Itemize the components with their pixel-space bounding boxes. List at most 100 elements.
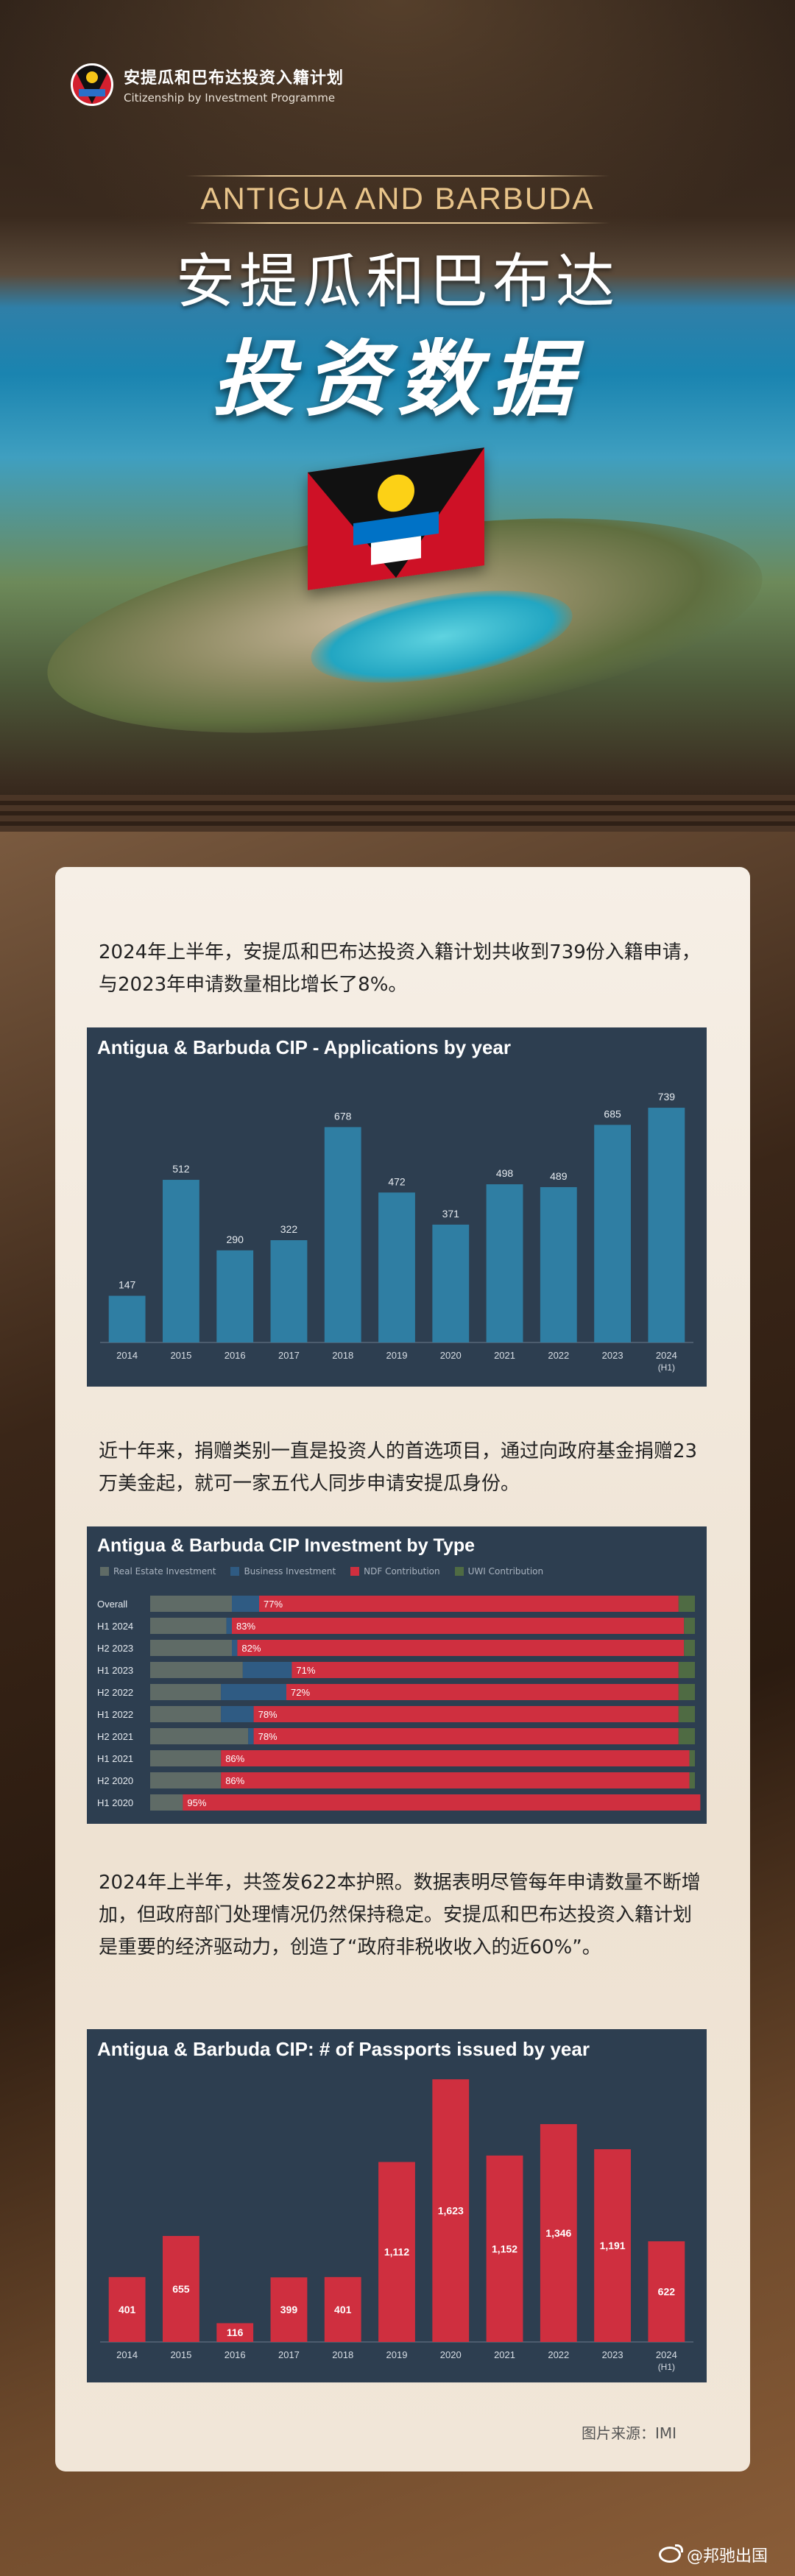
applications-chart-svg: 147 2014 512 2015 290 2016 322 2017 678 2018 472 20… <box>100 1091 693 1373</box>
legend-swatch <box>350 1567 360 1576</box>
watermark-text: @邦驰出国 <box>687 2547 768 2566</box>
chart-title: Antigua & Barbuda CIP Investment by Type <box>97 1535 476 1556</box>
x-tick-label: 2023 <box>602 1350 623 1361</box>
bar-2024-H1- <box>648 1108 685 1342</box>
legend-label: UWI Contribution <box>467 1566 544 1577</box>
bar-2019 <box>378 1192 415 1342</box>
segment-real-estate-investment <box>150 1596 232 1612</box>
segment-business-investment <box>242 1662 292 1678</box>
weibo-icon <box>659 2544 683 2563</box>
investment-type-chart-svg: Overall 77% H1 2024 83% H2 2023 82% H1 2023 71%… <box>97 1596 701 1811</box>
segment-business-investment <box>221 1684 286 1700</box>
x-tick-label: 2016 <box>225 1350 246 1361</box>
data-label: 1,346 <box>545 2227 571 2239</box>
row-label: H2 2023 <box>97 1643 133 1654</box>
x-tick-label: 2017 <box>278 1350 300 1361</box>
bar-2021 <box>486 2155 523 2342</box>
x-tick-label: 2022 <box>548 1350 569 1361</box>
segment-ndf-contribution <box>286 1684 679 1700</box>
paragraph-applications: 2024年上半年，安提瓜和巴布达投资入籍计划共收到739份入籍申请，与2023年… <box>99 941 701 996</box>
data-label: 472 <box>388 1175 406 1187</box>
applications-chart: Antigua & Barbuda CIP - Applications by … <box>87 1027 707 1387</box>
row-label: H2 2022 <box>97 1687 133 1698</box>
chart-title: Antigua & Barbuda CIP: # of Passports is… <box>97 2038 590 2060</box>
bar-2014 <box>108 1295 146 1342</box>
segment-ndf-contribution <box>253 1728 679 1744</box>
legend-label: NDF Contribution <box>364 1566 440 1577</box>
segment-real-estate-investment <box>150 1684 222 1700</box>
title-en: ANTIGUA AND BARBUDA <box>200 181 595 216</box>
data-label: 655 <box>172 2283 190 2295</box>
data-label: 1,112 <box>384 2246 409 2258</box>
bar-2018 <box>324 1127 361 1342</box>
bar-2015 <box>162 1180 199 1342</box>
segment-ndf-contribution <box>253 1706 679 1722</box>
bar-2016 <box>216 1250 254 1342</box>
segment-uwi-contribution <box>678 1596 695 1612</box>
segment-ndf-contribution <box>183 1794 701 1811</box>
bar-2017 <box>270 2277 308 2342</box>
legend-swatch <box>454 1567 464 1576</box>
data-label: 78% <box>258 1709 278 1720</box>
x-tick-label: 2014 <box>116 1350 138 1361</box>
data-label: 72% <box>291 1687 310 1698</box>
divider-bottom <box>186 222 610 224</box>
segment-ndf-contribution <box>232 1618 685 1634</box>
data-label: 489 <box>550 1170 568 1182</box>
data-label: 78% <box>258 1731 278 1742</box>
segment-real-estate-investment <box>150 1728 249 1744</box>
x-tick-label: (H1) <box>658 2362 675 2372</box>
x-tick-label: 2020 <box>440 2349 462 2360</box>
segment-ndf-contribution <box>292 1662 679 1678</box>
x-tick-label: 2015 <box>170 1350 191 1361</box>
data-label: 622 <box>658 2286 676 2298</box>
x-tick-label: 2022 <box>548 2349 569 2360</box>
bar-2021 <box>486 1184 523 1342</box>
data-label: 95% <box>187 1797 206 1808</box>
row-label: H2 2021 <box>97 1731 133 1742</box>
segment-real-estate-investment <box>150 1640 232 1656</box>
x-tick-label: 2018 <box>332 1350 353 1361</box>
flag-emblem-icon <box>71 63 113 106</box>
hero-banner: 安提瓜和巴布达投资入籍计划 Citizenship by Investment … <box>0 0 795 832</box>
passports-chart: Antigua & Barbuda CIP: # of Passports is… <box>87 2029 707 2382</box>
x-tick-label: 2016 <box>225 2349 246 2360</box>
data-label: 322 <box>280 1223 298 1235</box>
bar-2014 <box>108 2276 146 2342</box>
legend-item: NDF Contribution <box>350 1566 440 1577</box>
watermark: @邦驰出国 <box>659 2543 768 2566</box>
row-label: Overall <box>97 1599 127 1610</box>
segment-ndf-contribution <box>259 1596 679 1612</box>
programme-logo: 安提瓜和巴布达投资入籍计划 Citizenship by Investment … <box>71 63 344 106</box>
bar-2020 <box>432 2079 470 2342</box>
legend-item: Real Estate Investment <box>100 1566 216 1577</box>
bar-2018 <box>324 2276 361 2342</box>
data-label: 1,191 <box>600 2240 626 2251</box>
x-tick-label: 2021 <box>494 1350 515 1361</box>
legend-label: Real Estate Investment <box>113 1566 216 1577</box>
x-tick-label: 2020 <box>440 1350 462 1361</box>
bar-2023 <box>594 2149 632 2342</box>
data-label: 86% <box>225 1753 244 1764</box>
data-label: 401 <box>334 2304 352 2315</box>
segment-uwi-contribution <box>678 1662 695 1678</box>
data-label: 371 <box>442 1208 460 1220</box>
segment-real-estate-investment <box>150 1706 222 1722</box>
data-label: 71% <box>296 1665 315 1676</box>
data-label: 1,623 <box>438 2205 464 2217</box>
row-label: H1 2024 <box>97 1621 133 1632</box>
segment-uwi-contribution <box>678 1706 695 1722</box>
segment-business-investment <box>221 1706 254 1722</box>
data-label: 290 <box>227 1234 244 1245</box>
data-label: 399 <box>280 2304 298 2315</box>
segment-real-estate-investment <box>150 1750 222 1766</box>
x-tick-label: 2019 <box>386 2349 408 2360</box>
segment-business-investment <box>232 1596 259 1612</box>
x-tick-label: 2014 <box>116 2349 138 2360</box>
segment-business-investment <box>226 1618 232 1634</box>
bar-2023 <box>594 1125 632 1342</box>
segment-business-investment <box>248 1728 254 1744</box>
waving-flag-icon <box>308 447 484 590</box>
bar-2024-H1- <box>648 2241 685 2342</box>
data-label: 116 <box>227 2326 244 2338</box>
